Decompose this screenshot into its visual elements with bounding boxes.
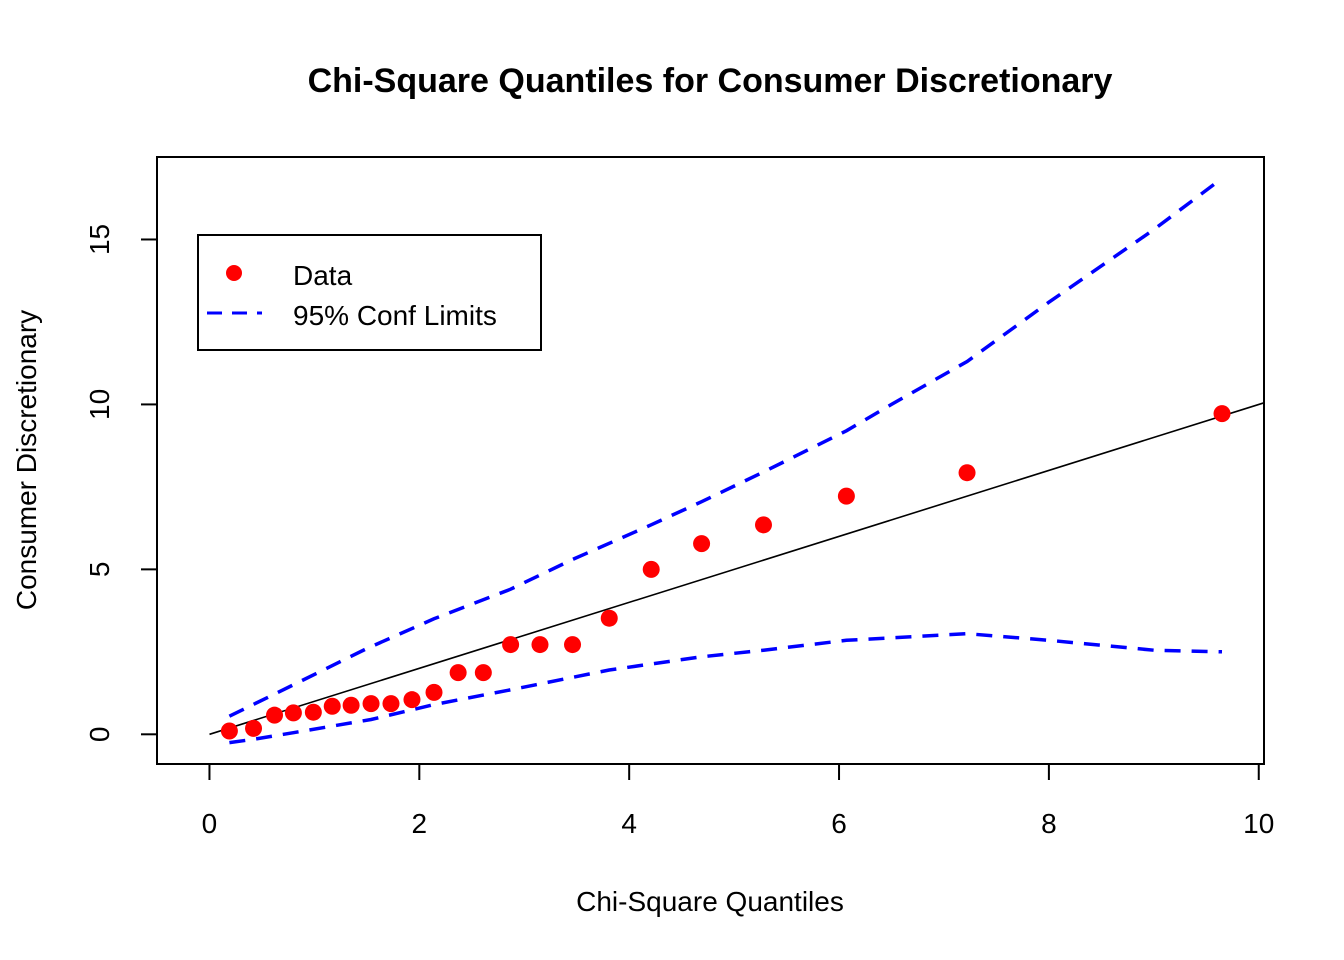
confidence-limit-line [228,177,1224,718]
data-point [425,683,443,701]
data-point [323,697,341,715]
data-point [754,516,772,534]
legend-data-marker [226,265,242,281]
data-point [266,706,284,724]
y-axis-label: Consumer Discretionary [11,310,42,610]
y-tick-label: 10 [84,389,115,420]
y-tick-label: 15 [84,224,115,255]
reference-line [209,402,1265,736]
data-point [531,636,549,654]
data-point [245,719,263,737]
confidence-limit-line [229,631,1223,745]
data-point [693,535,711,553]
data-point [382,695,400,713]
y-tick-label: 0 [84,727,115,743]
x-axis: 0 2 4 6 8 10 [202,763,1274,839]
x-tick-label: 8 [1041,808,1057,839]
data-point [220,722,238,740]
data-point [1213,405,1231,423]
data-point [304,703,322,721]
x-tick-label: 4 [621,808,637,839]
data-point [342,696,360,714]
y-axis: 0 5 10 15 [84,224,158,743]
x-tick-label: 6 [831,808,847,839]
x-tick-label: 2 [412,808,428,839]
data-point [837,487,855,505]
legend-data-label: Data [293,260,353,291]
data-point [958,464,976,482]
legend: Data 95% Conf Limits [197,234,542,351]
x-axis-label: Chi-Square Quantiles [576,886,844,917]
y-tick-label: 5 [84,562,115,578]
data-point [449,664,467,682]
x-tick-label: 10 [1243,808,1274,839]
data-point [600,609,618,627]
legend-conf-label: 95% Conf Limits [293,300,497,331]
data-point [362,695,380,713]
data-point [642,560,660,578]
data-point [502,636,520,654]
legend-box [197,234,542,351]
data-point [564,636,582,654]
data-point [474,664,492,682]
data-point [403,691,421,709]
plot-area [209,177,1265,745]
x-tick-label: 0 [202,808,218,839]
data-point [284,704,302,722]
chart-title: Chi-Square Quantiles for Consumer Discre… [308,62,1113,100]
